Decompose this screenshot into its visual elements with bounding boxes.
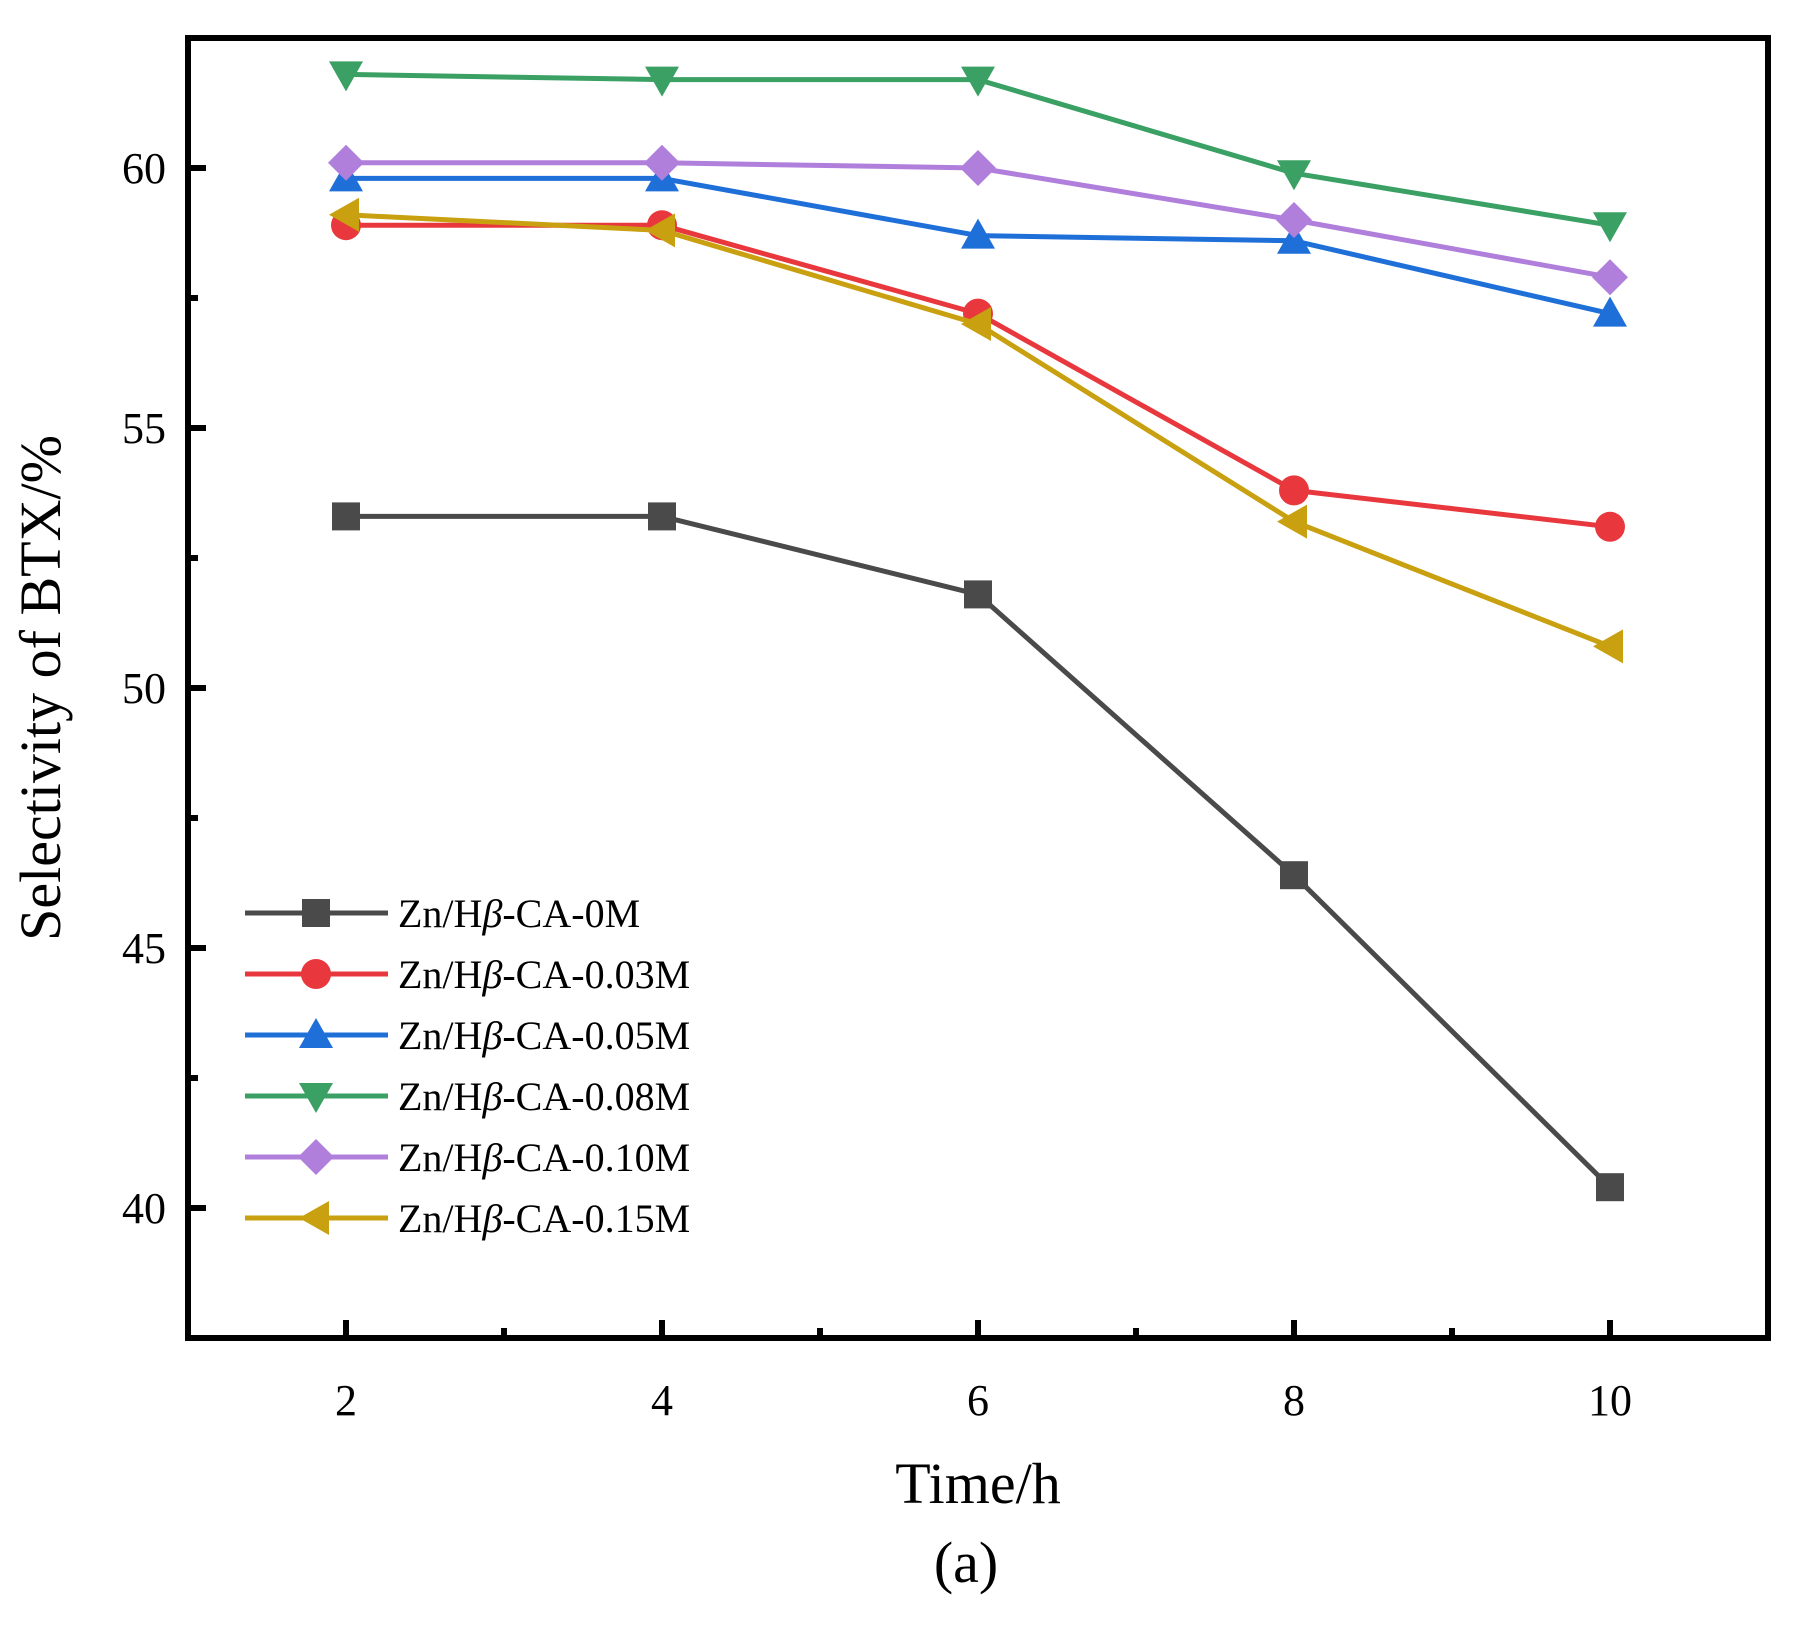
y-tick-label: 45 <box>122 924 166 973</box>
data-point <box>964 580 992 609</box>
legend-label: Zn/Hβ-CA-0.05M <box>398 1013 690 1058</box>
data-point <box>1593 629 1623 664</box>
data-point <box>1277 160 1311 191</box>
x-tick-label: 10 <box>1588 1376 1632 1425</box>
data-point <box>961 66 995 97</box>
legend-label: Zn/Hβ-CA-0.08M <box>398 1074 690 1119</box>
data-point <box>1280 861 1308 890</box>
x-tick-label: 4 <box>651 1376 673 1425</box>
legend: Zn/Hβ-CA-0M Zn/Hβ-CA-0.03M Zn/Hβ-CA-0.05M Z… <box>245 891 690 1241</box>
data-point <box>1593 212 1627 243</box>
data-point <box>1595 511 1625 542</box>
data-point <box>644 144 680 181</box>
series-5 <box>329 197 1623 664</box>
legend-marker <box>299 1083 333 1113</box>
legend-item: Zn/Hβ-CA-0.10M <box>245 1135 690 1180</box>
y-axis-title: Selectivity of BTX/% <box>8 435 73 941</box>
data-point <box>961 307 991 341</box>
legend-marker <box>299 1018 333 1048</box>
y-tick-label: 60 <box>122 144 166 193</box>
x-tick-label: 2 <box>335 1376 357 1425</box>
series-line <box>345 71 1611 228</box>
figure-caption: (a) <box>934 1530 998 1595</box>
x-tick-label: 8 <box>1283 1376 1305 1425</box>
data-point <box>1279 475 1309 506</box>
data-point <box>329 197 359 232</box>
legend-label: Zn/Hβ-CA-0M <box>398 891 640 936</box>
y-tick-label: 55 <box>122 404 166 453</box>
series-0 <box>332 502 1624 1202</box>
legend-item: Zn/Hβ-CA-0.08M <box>245 1074 690 1119</box>
data-point <box>329 61 363 92</box>
series-4 <box>328 144 1628 296</box>
axes: 2 4 6 8 10 40 45 50 55 60 <box>122 144 1632 1425</box>
data-point <box>1277 504 1307 539</box>
plot-marks <box>328 61 1628 1202</box>
data-point <box>1592 259 1628 296</box>
legend-label: Zn/Hβ-CA-0.15M <box>398 1196 690 1241</box>
data-point <box>1596 1173 1624 1202</box>
data-point <box>1276 202 1312 238</box>
y-tick-label: 50 <box>122 664 166 713</box>
y-tick-label: 40 <box>122 1184 166 1233</box>
data-point <box>1277 223 1311 254</box>
legend-marker <box>299 1201 329 1235</box>
data-point <box>332 502 360 531</box>
legend-item: Zn/Hβ-CA-0M <box>245 891 640 936</box>
series-3 <box>329 61 1627 243</box>
series-1 <box>331 210 1625 542</box>
data-point <box>648 502 676 531</box>
data-point <box>960 150 996 186</box>
data-point <box>328 144 364 181</box>
legend-item: Zn/Hβ-CA-0.05M <box>245 1013 690 1058</box>
data-point <box>961 218 995 249</box>
legend-marker <box>302 899 330 927</box>
legend-label: Zn/Hβ-CA-0.03M <box>398 952 690 997</box>
x-axis-title: Time/h <box>895 1451 1060 1516</box>
x-tick-label: 6 <box>967 1376 989 1425</box>
legend-marker <box>301 959 331 989</box>
legend-marker <box>298 1139 334 1175</box>
data-point <box>645 213 675 248</box>
data-point <box>1593 296 1627 327</box>
legend-label: Zn/Hβ-CA-0.10M <box>398 1135 690 1180</box>
legend-item: Zn/Hβ-CA-0.03M <box>245 952 690 997</box>
legend-item: Zn/Hβ-CA-0.15M <box>245 1196 690 1241</box>
data-point <box>645 66 679 97</box>
